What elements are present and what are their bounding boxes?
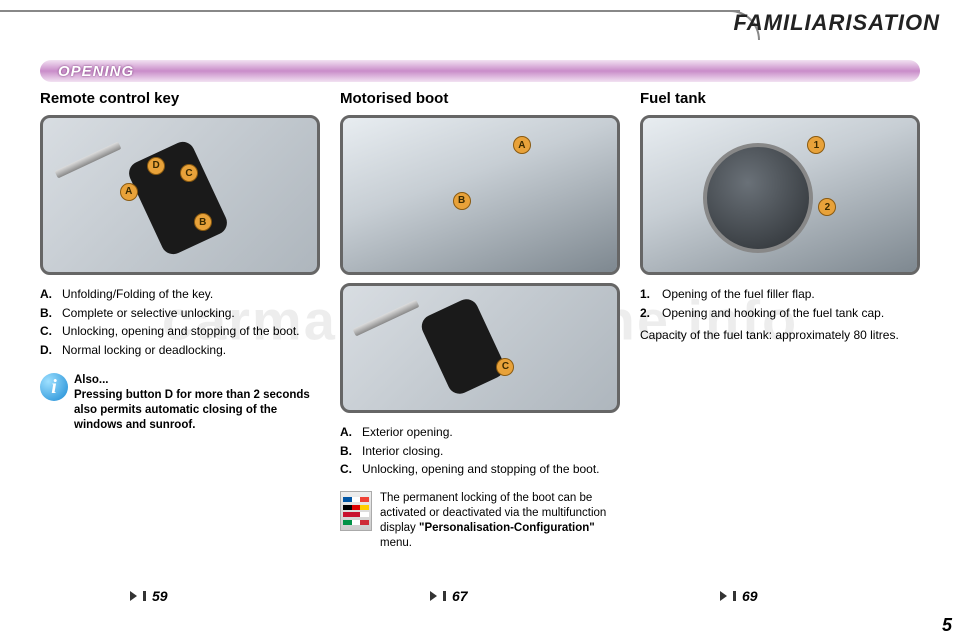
item-label: B. xyxy=(340,444,362,460)
item-text: Normal locking or deadlocking. xyxy=(62,343,320,359)
item-label: A. xyxy=(340,425,362,441)
flags-icon xyxy=(340,491,372,531)
page-ref: 59 xyxy=(130,588,168,604)
item-text: Unfolding/Folding of the key. xyxy=(62,287,320,303)
car-rear-graphic xyxy=(343,118,617,272)
section-title: OPENING xyxy=(58,63,134,80)
header-title: FAMILIARISATION xyxy=(734,10,940,36)
chevron-icon xyxy=(720,591,727,601)
key-blade xyxy=(55,142,122,179)
page-ref-number: 67 xyxy=(452,588,468,604)
item-text: Interior closing. xyxy=(362,444,620,460)
item-label: A. xyxy=(40,287,62,303)
list-item: C.Unlocking, opening and stopping of the… xyxy=(40,324,320,340)
col3-heading: Fuel tank xyxy=(640,90,920,107)
section-bar: OPENING xyxy=(40,60,920,82)
list-item: A.Exterior opening. xyxy=(340,425,620,441)
item-text: Opening and hooking of the fuel tank cap… xyxy=(662,306,920,322)
list-item: B.Complete or selective unlocking. xyxy=(40,306,320,322)
chevron-icon xyxy=(130,591,137,601)
item-text: Complete or selective unlocking. xyxy=(62,306,320,322)
col2-image-top: A B xyxy=(340,115,620,275)
page-ref: 67 xyxy=(430,588,468,604)
col3-list: 1.Opening of the fuel filler flap. 2.Ope… xyxy=(640,287,920,324)
col2-list: A.Exterior opening. B.Interior closing. … xyxy=(340,425,620,481)
col2-image-bottom: C xyxy=(340,283,620,413)
chevron-bar-icon xyxy=(733,591,736,601)
col2-heading: Motorised boot xyxy=(340,90,620,107)
note-bold: "Personalisation-Configuration" xyxy=(419,522,595,534)
item-text: Opening of the fuel filler flap. xyxy=(662,287,920,303)
key-blade xyxy=(353,300,420,337)
callout-d: D xyxy=(147,157,165,175)
info-body: Pressing button D for more than 2 second… xyxy=(74,388,320,433)
page-header: FAMILIARISATION xyxy=(0,0,960,48)
item-label: 2. xyxy=(640,306,662,322)
list-item: D.Normal locking or deadlocking. xyxy=(40,343,320,359)
col1-image: D C A B xyxy=(40,115,320,275)
col-remote-key: Remote control key D C A B A.Unfolding/F… xyxy=(40,90,320,610)
item-label: C. xyxy=(340,462,362,478)
item-label: C. xyxy=(40,324,62,340)
key-fob xyxy=(418,295,508,397)
capacity-text: Capacity of the fuel tank: approximately… xyxy=(640,328,920,344)
page-number: 5 xyxy=(942,615,952,636)
info-title: Also... xyxy=(74,373,320,388)
item-label: D. xyxy=(40,343,62,359)
info-text: Also... Pressing button D for more than … xyxy=(74,373,320,433)
chevron-bar-icon xyxy=(443,591,446,601)
item-label: B. xyxy=(40,306,62,322)
key-fob xyxy=(125,138,231,258)
fuel-flap-graphic xyxy=(703,143,813,253)
page-ref: 69 xyxy=(720,588,758,604)
list-item: 1.Opening of the fuel filler flap. xyxy=(640,287,920,303)
header-rule xyxy=(0,10,740,12)
callout-b: B xyxy=(453,192,471,210)
item-text: Unlocking, opening and stopping of the b… xyxy=(62,324,320,340)
item-text: Exterior opening. xyxy=(362,425,620,441)
list-item: C.Unlocking, opening and stopping of the… xyxy=(340,462,620,478)
page-ref-number: 59 xyxy=(152,588,168,604)
col1-heading: Remote control key xyxy=(40,90,320,107)
col-motorised-boot: Motorised boot A B C A.Exterior opening.… xyxy=(340,90,620,610)
page-ref-number: 69 xyxy=(742,588,758,604)
col-fuel-tank: Fuel tank 1 2 1.Opening of the fuel fill… xyxy=(640,90,920,610)
item-label: 1. xyxy=(640,287,662,303)
info-box: i Also... Pressing button D for more tha… xyxy=(40,373,320,433)
info-icon: i xyxy=(40,373,68,401)
col3-image: 1 2 xyxy=(640,115,920,275)
col1-list: A.Unfolding/Folding of the key. B.Comple… xyxy=(40,287,320,361)
note-box: The permanent locking of the boot can be… xyxy=(340,491,620,551)
list-item: 2.Opening and hooking of the fuel tank c… xyxy=(640,306,920,322)
note-text: The permanent locking of the boot can be… xyxy=(380,491,620,551)
content-columns: Remote control key D C A B A.Unfolding/F… xyxy=(40,90,920,610)
callout-c: C xyxy=(496,358,514,376)
callout-a: A xyxy=(120,183,138,201)
note-suffix: menu. xyxy=(380,537,412,549)
chevron-icon xyxy=(430,591,437,601)
list-item: A.Unfolding/Folding of the key. xyxy=(40,287,320,303)
item-text: Unlocking, opening and stopping of the b… xyxy=(362,462,620,478)
list-item: B.Interior closing. xyxy=(340,444,620,460)
chevron-bar-icon xyxy=(143,591,146,601)
